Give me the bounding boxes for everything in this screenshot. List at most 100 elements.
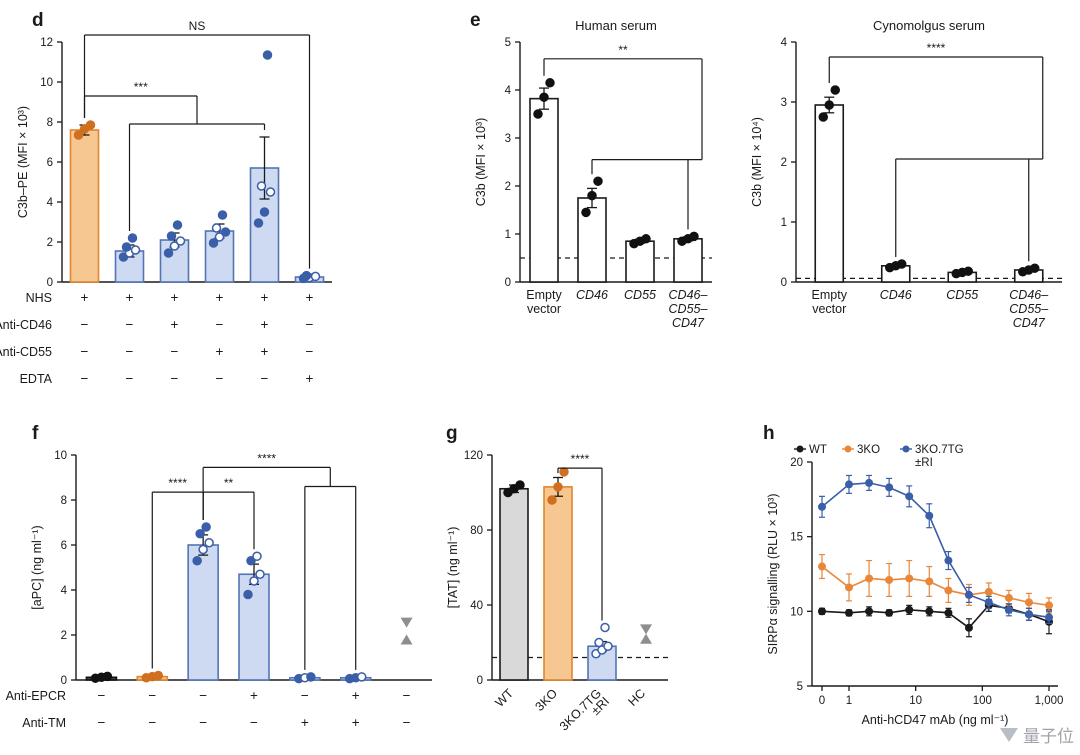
series-orange: [818, 553, 1053, 614]
data-point: [818, 562, 826, 571]
condition-value: −: [171, 371, 179, 386]
data-point: [73, 130, 84, 140]
triangle-data-point: [640, 633, 652, 644]
data-point: [964, 590, 973, 599]
condition-value: −: [216, 317, 224, 332]
condition-value: +: [126, 290, 134, 305]
legend-marker-icon: [796, 445, 804, 453]
bar: [814, 104, 845, 283]
legend-entry: 3KO: [842, 444, 880, 456]
bar: [625, 240, 655, 283]
y-tick-label: 4: [47, 197, 54, 209]
significance-bracket: **: [202, 476, 255, 550]
data-point: [172, 220, 183, 230]
condition-value: −: [126, 344, 134, 359]
y-tick-label: 40: [470, 600, 483, 612]
data-point: [925, 511, 934, 520]
data-point: [865, 574, 874, 583]
data-point: [1045, 601, 1053, 610]
condition-value: +: [216, 290, 224, 305]
data-point: [121, 242, 132, 252]
y-tick-label: 0: [781, 277, 787, 289]
y-tick-label: 4: [781, 37, 788, 49]
data-point: [255, 569, 265, 579]
significance-bracket: ****: [202, 451, 357, 670]
condition-row-label: Anti-TM: [22, 716, 66, 730]
condition-value: −: [306, 344, 314, 359]
y-tick-label: 3: [505, 133, 511, 145]
condition-value: −: [261, 371, 269, 386]
y-axis-label: C3b–PE (MFI × 10³): [16, 106, 30, 218]
data-point: [515, 480, 525, 490]
legend-label: WT: [809, 444, 827, 456]
data-point: [1024, 610, 1033, 619]
significance-label: ****: [168, 476, 187, 490]
y-tick-label: 10: [790, 606, 803, 618]
y-tick-label: 80: [470, 525, 483, 537]
data-point: [824, 100, 834, 110]
condition-row-label: EDTA: [20, 372, 53, 386]
data-point: [195, 529, 205, 539]
data-point: [545, 78, 555, 88]
data-point: [559, 467, 569, 477]
y-tick-label: 8: [47, 117, 53, 129]
x-tick-label: 100: [973, 695, 992, 707]
data-point: [208, 238, 219, 248]
condition-value: +: [261, 344, 269, 359]
significance-bracket: ****: [151, 476, 204, 669]
significance-label: **: [618, 43, 628, 57]
y-axis-label: C3b (MFI × 10⁴): [750, 117, 764, 207]
y-tick-label: 5: [797, 681, 803, 693]
y-tick-label: 2: [781, 157, 787, 169]
condition-value: −: [403, 688, 411, 703]
condition-row-label: Anti-CD55: [0, 345, 52, 359]
condition-value: −: [148, 715, 156, 730]
series-line: [821, 565, 1050, 607]
x-tick-label: CD55–: [669, 302, 709, 316]
data-point: [944, 586, 953, 595]
data-point: [845, 480, 853, 489]
data-point: [211, 223, 222, 233]
data-point: [897, 259, 907, 269]
x-tick-label: HC: [625, 686, 648, 709]
condition-value: −: [301, 688, 309, 703]
x-tick-label: CD47: [672, 316, 705, 330]
condition-value: +: [261, 317, 269, 332]
chart-title: Cynomolgus serum: [873, 18, 985, 33]
condition-value: −: [97, 688, 105, 703]
triangle-data-point: [400, 634, 413, 645]
data-point: [865, 607, 874, 616]
chart-title: Human serum: [575, 18, 657, 33]
y-tick-label: 2: [47, 237, 53, 249]
legend-marker-icon: [844, 445, 852, 453]
x-tick-label: vector: [527, 302, 561, 316]
condition-value: −: [306, 317, 314, 332]
panel-label-f: f: [32, 423, 39, 444]
condition-value: −: [216, 371, 224, 386]
data-point: [600, 622, 610, 633]
data-point: [885, 575, 894, 584]
data-point: [594, 637, 604, 648]
data-point: [198, 544, 208, 555]
panel-label-d: d: [32, 10, 44, 31]
y-tick-label: 0: [47, 277, 53, 289]
data-point: [553, 482, 563, 492]
condition-value: +: [301, 715, 309, 730]
significance-label: ***: [134, 80, 148, 94]
y-tick-label: 6: [47, 157, 53, 169]
condition-value: +: [171, 317, 179, 332]
bar: [673, 238, 703, 283]
condition-value: +: [261, 290, 269, 305]
data-point: [85, 120, 96, 130]
y-axis-label: SIRPα signalling (RLU × 10³): [766, 493, 780, 654]
data-point: [905, 492, 914, 501]
y-tick-label: 4: [505, 85, 512, 97]
legend-label: ±RI: [915, 457, 933, 469]
x-tick-label: 10: [909, 695, 922, 707]
data-point: [587, 190, 597, 201]
legend-entry: WT: [794, 444, 827, 456]
legend-marker-icon: [902, 445, 910, 453]
y-tick-label: 3: [781, 97, 787, 109]
